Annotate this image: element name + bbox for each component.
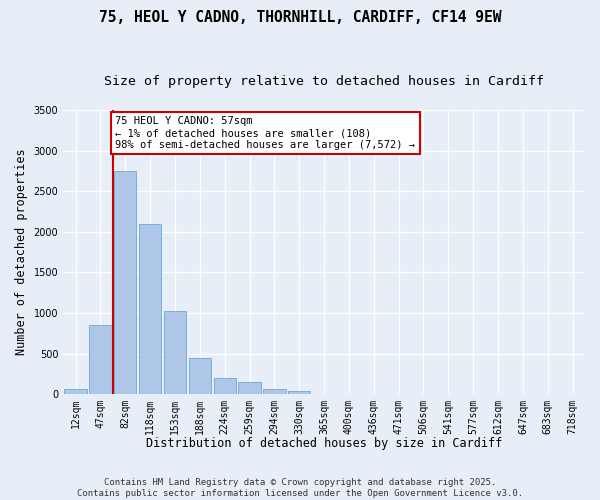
Text: 75 HEOL Y CADNO: 57sqm
← 1% of detached houses are smaller (108)
98% of semi-det: 75 HEOL Y CADNO: 57sqm ← 1% of detached … (115, 116, 415, 150)
Bar (89, 325, 112, 394)
Bar (238, 382, 261, 394)
Bar (139, 224, 161, 394)
Text: 75, HEOL Y CADNO, THORNHILL, CARDIFF, CF14 9EW: 75, HEOL Y CADNO, THORNHILL, CARDIFF, CF… (99, 10, 501, 25)
Bar (263, 389, 286, 394)
Text: Contains HM Land Registry data © Crown copyright and database right 2025.
Contai: Contains HM Land Registry data © Crown c… (77, 478, 523, 498)
Y-axis label: Number of detached properties: Number of detached properties (15, 148, 28, 356)
X-axis label: Distribution of detached houses by size in Cardiff: Distribution of detached houses by size … (146, 437, 502, 450)
Bar (214, 378, 236, 394)
Bar (288, 392, 310, 394)
Bar (64, 389, 87, 394)
Title: Size of property relative to detached houses in Cardiff: Size of property relative to detached ho… (104, 75, 544, 88)
Bar (114, 171, 136, 394)
Bar (164, 312, 186, 394)
Bar (188, 358, 211, 394)
